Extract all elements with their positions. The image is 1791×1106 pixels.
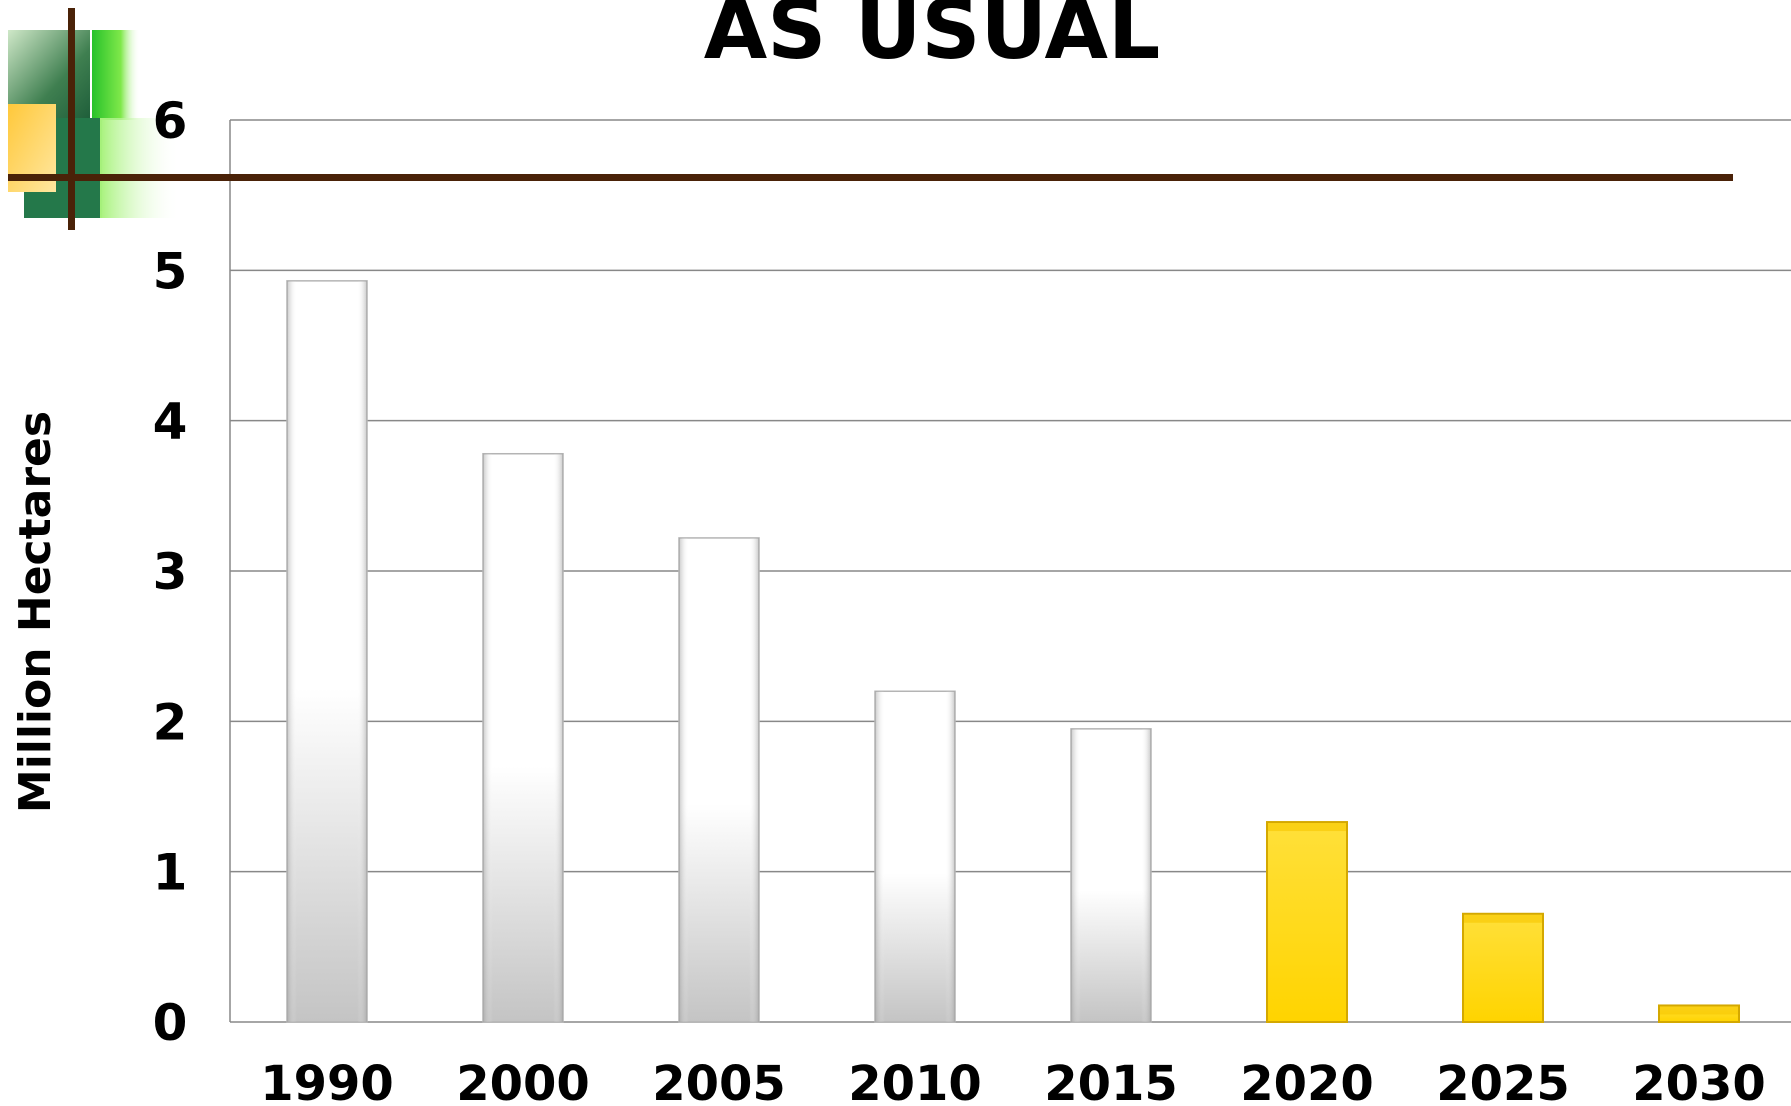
bar-shade-1990 <box>287 280 367 1022</box>
slide-title: AS USUAL <box>704 0 1161 78</box>
bar-shade-2005 <box>679 537 759 1022</box>
y-tick-label: 2 <box>153 693 188 751</box>
bar-bevel-2020 <box>1268 823 1346 832</box>
y-tick-label: 3 <box>153 543 188 601</box>
bar-bevel-2030 <box>1660 1006 1738 1015</box>
y-tick-label: 6 <box>153 92 188 150</box>
x-tick-label: 2030 <box>1632 1056 1766 1106</box>
deco-square-light-green <box>100 118 180 218</box>
y-tick-label: 5 <box>153 242 188 300</box>
bar-shade-2010 <box>875 691 955 1022</box>
x-tick-label: 2025 <box>1436 1056 1570 1106</box>
x-tick-label: 2005 <box>652 1056 786 1106</box>
bar-bevel-2025 <box>1464 914 1542 923</box>
bar-shade-2015 <box>1071 728 1151 1022</box>
plot-area: 0 1 2 3 4 5 6 1990 2000 2005 2010 2015 2020 2025 2030 <box>153 92 1791 1106</box>
bar-2025 <box>1462 912 1544 1024</box>
y-tick-label: 1 <box>153 844 188 902</box>
deco-square-bright-green <box>92 30 140 120</box>
bar-2020 <box>1266 821 1348 1023</box>
accent-horizontal-line <box>8 174 1733 181</box>
y-axis-title: Million Hectares <box>10 411 61 813</box>
y-tick-label: 0 <box>153 994 188 1052</box>
bar-shade-2000 <box>483 453 563 1022</box>
y-tick-label: 4 <box>153 393 188 451</box>
x-tick-label: 2000 <box>456 1056 590 1106</box>
x-tick-label: 2020 <box>1240 1056 1374 1106</box>
x-tick-label: 1990 <box>260 1056 394 1106</box>
x-tick-label: 2015 <box>1044 1056 1178 1106</box>
x-tick-label: 2010 <box>848 1056 982 1106</box>
deco-vertical-line <box>68 8 75 230</box>
